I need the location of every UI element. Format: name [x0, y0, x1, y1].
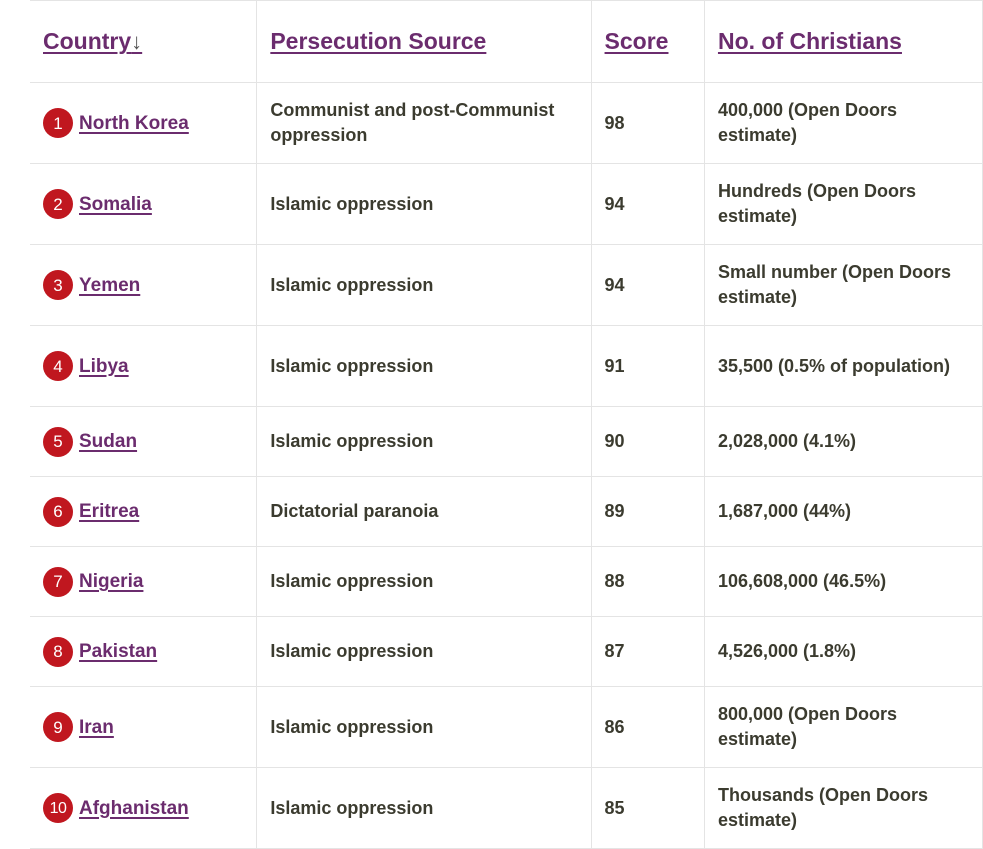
sort-by-country-link[interactable]: Country↓ — [43, 28, 142, 54]
country-link[interactable]: Iran — [79, 716, 114, 738]
sort-by-christians-link[interactable]: No. of Christians — [717, 28, 902, 54]
persecution-source-cell: Dictatorial paranoia — [256, 476, 592, 547]
country-link[interactable]: Libya — [79, 355, 129, 377]
score-cell: 89 — [591, 476, 705, 547]
table-row: 3 Yemen Islamic oppression 94 Small numb… — [30, 244, 983, 326]
score-cell: 85 — [591, 767, 705, 849]
christians-count-cell: 106,608,000 (46.5%) — [704, 546, 983, 617]
header-score: Score — [591, 0, 705, 83]
sort-by-source-link[interactable]: Persecution Source — [270, 28, 487, 54]
score-cell: 86 — [591, 686, 705, 768]
table-row: 5 Sudan Islamic oppression 90 2,028,000 … — [30, 406, 983, 477]
christians-count-cell: 35,500 (0.5% of population) — [704, 325, 983, 407]
rank-badge: 2 — [43, 189, 73, 219]
christians-count-cell: Hundreds (Open Doors estimate) — [704, 163, 983, 245]
table-row: 1 North Korea Communist and post-Communi… — [30, 82, 983, 164]
country-cell: 7 Nigeria — [30, 546, 258, 617]
header-christians: No. of Christians — [704, 0, 983, 83]
score-cell: 94 — [591, 244, 705, 326]
persecution-table: Country↓ Persecution Source Score No. of… — [30, 0, 983, 849]
header-country-label: Country — [43, 28, 132, 54]
country-link[interactable]: Nigeria — [79, 571, 144, 592]
score-cell: 94 — [591, 163, 705, 245]
table-row: 8 Pakistan Islamic oppression 87 4,526,0… — [30, 616, 983, 687]
rank-badge: 3 — [43, 270, 73, 300]
rank-badge: 6 — [43, 496, 73, 527]
header-country: Country↓ — [30, 0, 258, 83]
rank-badge: 5 — [43, 426, 73, 457]
table-row: 7 Nigeria Islamic oppression 88 106,608,… — [30, 546, 983, 617]
persecution-source-cell: Islamic oppression — [256, 244, 592, 326]
rank-badge: 1 — [43, 108, 73, 138]
rank-badge: 9 — [43, 712, 73, 742]
table-row: 10 Afghanistan Islamic oppression 85 Tho… — [30, 767, 983, 849]
christians-count-cell: 4,526,000 (1.8%) — [704, 616, 983, 687]
country-cell: 3 Yemen — [30, 244, 258, 326]
persecution-source-cell: Islamic oppression — [256, 767, 592, 849]
country-cell: 9 Iran — [30, 686, 258, 768]
country-link[interactable]: North Korea — [79, 112, 189, 134]
country-cell: 2 Somalia — [30, 163, 258, 245]
christians-count-cell: 1,687,000 (44%) — [704, 476, 983, 547]
rank-badge: 8 — [43, 636, 73, 667]
country-link[interactable]: Eritrea — [79, 501, 140, 522]
christians-count-cell: 2,028,000 (4.1%) — [704, 406, 983, 477]
country-link[interactable]: Sudan — [79, 431, 138, 452]
table-header-row: Country↓ Persecution Source Score No. of… — [30, 0, 983, 83]
table-row: 4 Libya Islamic oppression 91 35,500 (0.… — [30, 325, 983, 407]
christians-count-cell: Small number (Open Doors estimate) — [704, 244, 983, 326]
rank-badge: 7 — [43, 566, 73, 597]
table-row: 2 Somalia Islamic oppression 94 Hundreds… — [30, 163, 983, 245]
country-link[interactable]: Yemen — [79, 274, 141, 296]
christians-count-cell: 800,000 (Open Doors estimate) — [704, 686, 983, 768]
country-cell: 4 Libya — [30, 325, 258, 407]
score-cell: 98 — [591, 82, 705, 164]
rank-badge: 4 — [43, 351, 73, 381]
header-source: Persecution Source — [256, 0, 592, 83]
score-cell: 90 — [591, 406, 705, 477]
country-cell: 1 North Korea — [30, 82, 258, 164]
country-cell: 10 Afghanistan — [30, 767, 258, 849]
score-cell: 88 — [591, 546, 705, 617]
persecution-source-cell: Communist and post-Communist oppression — [256, 82, 592, 164]
table-row: 9 Iran Islamic oppression 86 800,000 (Op… — [30, 686, 983, 768]
persecution-source-cell: Islamic oppression — [256, 686, 592, 768]
christians-count-cell: 400,000 (Open Doors estimate) — [704, 82, 983, 164]
country-cell: 8 Pakistan — [30, 616, 258, 687]
country-cell: 6 Eritrea — [30, 476, 258, 547]
persecution-source-cell: Islamic oppression — [256, 163, 592, 245]
country-link[interactable]: Somalia — [79, 193, 152, 215]
sort-by-score-link[interactable]: Score — [604, 28, 669, 54]
sort-descending-icon: ↓ — [131, 29, 143, 54]
persecution-source-cell: Islamic oppression — [256, 325, 592, 407]
christians-count-cell: Thousands (Open Doors estimate) — [704, 767, 983, 849]
country-cell: 5 Sudan — [30, 406, 258, 477]
persecution-source-cell: Islamic oppression — [256, 546, 592, 617]
country-link[interactable]: Pakistan — [79, 641, 158, 662]
score-cell: 87 — [591, 616, 705, 687]
country-link[interactable]: Afghanistan — [79, 797, 189, 819]
score-cell: 91 — [591, 325, 705, 407]
table-row: 6 Eritrea Dictatorial paranoia 89 1,687,… — [30, 476, 983, 547]
persecution-source-cell: Islamic oppression — [256, 406, 592, 477]
rank-badge: 10 — [43, 793, 73, 823]
persecution-source-cell: Islamic oppression — [256, 616, 592, 687]
